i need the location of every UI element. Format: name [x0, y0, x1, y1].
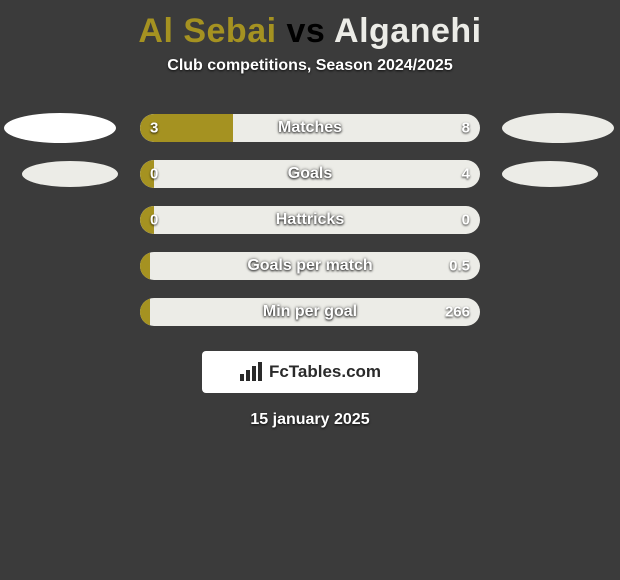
- badge-text: FcTables.com: [269, 362, 381, 382]
- stat-label: Hattricks: [140, 211, 480, 229]
- decorative-ellipse: [4, 113, 116, 143]
- stat-value-right: 8: [462, 120, 470, 137]
- decorative-ellipse: [22, 161, 118, 187]
- stat-bar-fill: [140, 160, 154, 188]
- stat-bar: 0.5Goals per match: [140, 252, 480, 280]
- stat-row: 266Min per goal: [0, 289, 620, 335]
- player2-name: Alganehi: [334, 12, 482, 50]
- stat-label: Goals: [140, 165, 480, 183]
- page-title: Al Sebai vs Alganehi: [0, 0, 620, 51]
- stat-bar: 266Min per goal: [140, 298, 480, 326]
- stat-value-right: 4: [462, 166, 470, 183]
- subtitle: Club competitions, Season 2024/2025: [0, 57, 620, 75]
- bar-chart-icon: [239, 362, 263, 382]
- stat-bar-fill: [140, 206, 154, 234]
- comparison-chart: 38Matches04Goals00Hattricks0.5Goals per …: [0, 105, 620, 335]
- source-badge: FcTables.com: [202, 351, 418, 393]
- footer-date: 15 january 2025: [0, 411, 620, 429]
- stat-label: Min per goal: [140, 303, 480, 321]
- stat-bar-fill: [140, 114, 233, 142]
- vs-text: vs: [277, 12, 334, 50]
- stat-bar-fill: [140, 252, 150, 280]
- decorative-ellipse: [502, 113, 614, 143]
- stat-value-right: 0.5: [449, 258, 470, 275]
- stat-bar: 38Matches: [140, 114, 480, 142]
- stat-row: 00Hattricks: [0, 197, 620, 243]
- stat-bar: 00Hattricks: [140, 206, 480, 234]
- stat-row: 38Matches: [0, 105, 620, 151]
- stat-row: 04Goals: [0, 151, 620, 197]
- stat-bar: 04Goals: [140, 160, 480, 188]
- stat-value-right: 266: [445, 304, 470, 321]
- stat-value-right: 0: [462, 212, 470, 229]
- stat-label: Goals per match: [140, 257, 480, 275]
- stat-row: 0.5Goals per match: [0, 243, 620, 289]
- stat-bar-fill: [140, 298, 150, 326]
- decorative-ellipse: [502, 161, 598, 187]
- player1-name: Al Sebai: [138, 12, 276, 50]
